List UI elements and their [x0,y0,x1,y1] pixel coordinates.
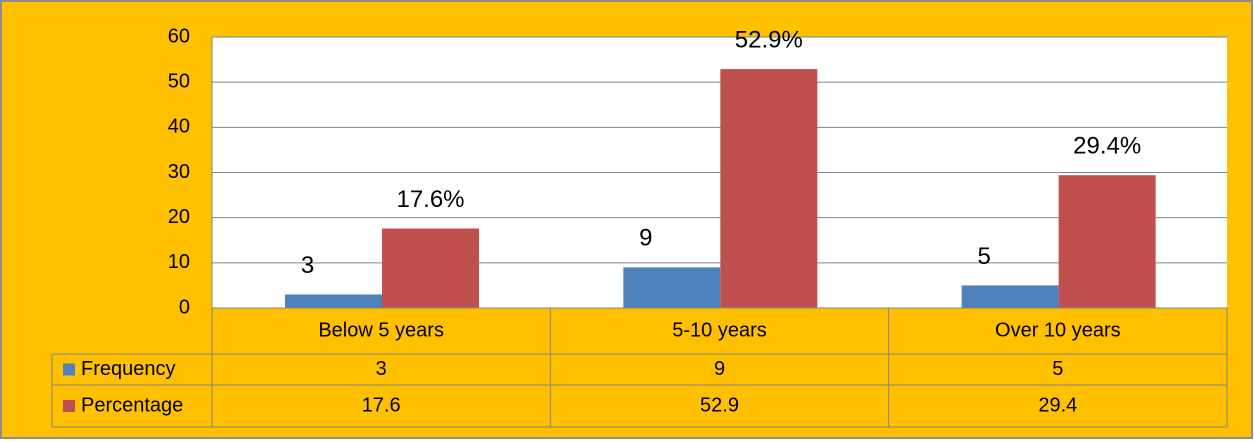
legend-swatch [63,400,75,412]
y-tick-label: 0 [179,296,190,318]
table-cell: 52.9 [700,394,739,416]
legend-label: Percentage [81,394,183,416]
table-cell: 3 [376,358,387,380]
table-cell: 9 [714,358,725,380]
x-tick-label: 5-10 years [672,319,767,341]
bar [720,69,818,309]
data-label: 3 [301,252,314,279]
data-label: 52.9% [735,26,803,53]
x-tick-label: Over 10 years [995,319,1121,341]
y-tick-label: 10 [168,251,190,273]
bar [623,267,721,308]
data-label: 5 [977,243,990,270]
y-tick-label: 60 [168,25,190,47]
y-tick-label: 40 [168,116,190,138]
y-tick-label: 30 [168,161,190,183]
data-label: 29.4% [1073,133,1141,160]
bar [382,228,479,308]
table-cell: 17.6 [362,394,401,416]
table-cell: 5 [1052,358,1063,380]
bar [961,285,1059,308]
data-label: 17.6% [396,186,464,213]
table-cell: 29.4 [1038,394,1077,416]
y-tick-label: 50 [168,70,190,92]
y-tick-label: 20 [168,206,190,228]
x-tick-label: Below 5 years [318,319,444,341]
legend-swatch [63,363,75,376]
data-label: 9 [639,225,652,252]
bar [1058,175,1156,308]
bar [285,294,382,308]
legend-label: Frequency [81,358,176,380]
